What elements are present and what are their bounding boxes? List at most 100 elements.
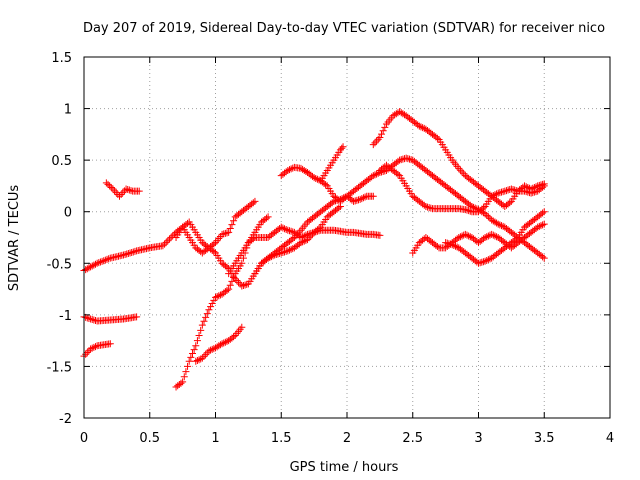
- data-point: [539, 253, 547, 261]
- data-point: [304, 230, 312, 238]
- data-point: [202, 351, 210, 359]
- data-point: [101, 256, 109, 264]
- data-point: [284, 166, 292, 174]
- data-point: [106, 340, 114, 348]
- data-point: [475, 259, 482, 267]
- y-axis-ticks: -2 -1.5 -1 -0.5 0 0.5 1 1.5: [47, 51, 610, 427]
- data-point: [524, 188, 532, 196]
- data-point: [338, 144, 346, 152]
- data-point: [165, 235, 173, 243]
- data-point: [226, 224, 234, 232]
- data-point: [494, 189, 502, 197]
- data-point: [506, 199, 514, 207]
- data-point: [205, 347, 213, 355]
- data-point: [394, 170, 402, 178]
- data-point: [122, 185, 130, 193]
- data-point: [220, 339, 228, 347]
- data-point: [112, 189, 120, 197]
- data-point: [249, 199, 257, 207]
- data-point: [496, 189, 504, 197]
- data-point: [131, 247, 139, 255]
- data-point: [456, 233, 464, 241]
- data-point: [170, 230, 178, 238]
- data-point: [125, 186, 133, 194]
- data-point: [287, 227, 295, 235]
- data-point: [310, 228, 318, 236]
- data-point: [447, 240, 455, 248]
- x-axis-ticks: 0 0.5 1 1.5 2 2.5 3 3.5 4: [80, 57, 614, 446]
- data-point: [102, 179, 110, 187]
- data-point: [422, 203, 430, 211]
- data-point: [351, 197, 359, 205]
- data-point: [448, 241, 456, 249]
- data-point: [378, 130, 386, 138]
- data-point: [369, 172, 377, 180]
- data-point: [133, 313, 141, 321]
- data-point: [92, 343, 100, 351]
- series-arc-12: [369, 108, 548, 211]
- data-point: [285, 166, 293, 174]
- data-point: [213, 293, 221, 301]
- data-point: [88, 315, 96, 323]
- data-point: [82, 350, 90, 358]
- data-point: [539, 183, 547, 191]
- data-point: [281, 225, 289, 233]
- data-point: [221, 229, 229, 237]
- data-point: [427, 204, 435, 212]
- data-point: [109, 185, 117, 193]
- data-point: [83, 314, 91, 322]
- data-point: [511, 186, 519, 194]
- data-point: [124, 186, 132, 194]
- data-point: [285, 227, 293, 235]
- data-point: [494, 220, 502, 228]
- data-point: [243, 280, 251, 288]
- data-point: [82, 266, 90, 274]
- y-tick-label: -2: [59, 412, 72, 427]
- data-point: [197, 326, 205, 334]
- data-point: [282, 226, 290, 234]
- x-tick-label: 3: [474, 431, 482, 446]
- data-point: [310, 174, 318, 182]
- data-point: [369, 141, 377, 149]
- data-point: [88, 262, 96, 270]
- series-arc-15: [442, 208, 548, 267]
- data-point: [107, 183, 115, 191]
- data-point: [200, 352, 208, 360]
- series-arc-6: [192, 323, 246, 365]
- data-point: [241, 281, 249, 289]
- data-point: [300, 232, 308, 240]
- data-point: [87, 263, 95, 271]
- data-point: [356, 195, 364, 203]
- data-point: [498, 222, 506, 230]
- data-point: [87, 345, 95, 353]
- data-point: [177, 379, 185, 387]
- data-point: [120, 187, 128, 195]
- data-point: [313, 175, 321, 183]
- data-point: [540, 254, 548, 262]
- data-point: [230, 217, 238, 225]
- data-point: [461, 206, 469, 214]
- data-point: [200, 317, 208, 325]
- data-point: [198, 354, 206, 362]
- data-point: [479, 204, 487, 212]
- data-point: [223, 286, 231, 294]
- data-point: [292, 232, 300, 240]
- data-point: [374, 169, 382, 177]
- series-arc-5: [172, 213, 272, 391]
- data-point: [529, 189, 537, 197]
- data-point: [307, 229, 315, 237]
- data-point: [302, 231, 310, 239]
- data-point: [119, 251, 127, 259]
- series-arc-13: [376, 161, 548, 216]
- data-point: [456, 166, 464, 174]
- data-point: [83, 265, 91, 273]
- data-point: [210, 248, 218, 256]
- data-point: [282, 247, 290, 255]
- data-point: [359, 194, 367, 202]
- y-tick-label: 1.5: [51, 51, 72, 66]
- data-point: [195, 356, 203, 364]
- data-point: [394, 157, 402, 165]
- data-point: [106, 182, 114, 190]
- data-point: [124, 249, 132, 257]
- data-point: [294, 230, 302, 238]
